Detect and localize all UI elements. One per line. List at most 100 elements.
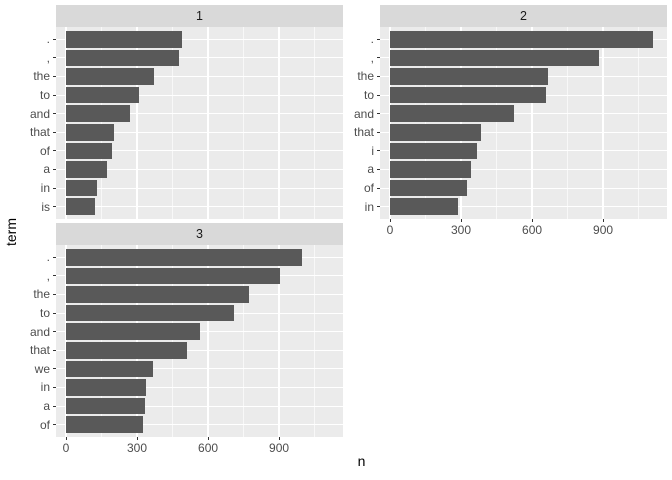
y-tick-label: is	[41, 199, 50, 214]
gridline-major-y	[56, 94, 343, 96]
y-tick-label: ,	[370, 50, 374, 65]
gridline-major-y	[56, 38, 343, 40]
y-tick-label: that	[353, 125, 374, 140]
y-tick-mark	[53, 312, 56, 314]
gridline-major-y	[56, 424, 343, 426]
gridline-major-x	[531, 27, 533, 219]
bar	[390, 124, 482, 141]
y-tick-mark	[53, 256, 56, 258]
y-tick-label-row: ,	[340, 49, 380, 68]
y-tick-label: and	[29, 106, 50, 121]
gridline-minor-x	[101, 245, 102, 437]
x-tick-label: 0	[386, 223, 394, 237]
gridline-minor-x	[425, 27, 426, 219]
x-tick-label: 900	[269, 441, 290, 455]
x-tick-mark	[460, 219, 462, 222]
y-tick-label-row: of	[340, 179, 380, 198]
y-tick-label-row: ,	[16, 267, 56, 286]
bar	[390, 179, 468, 197]
y-tick-label: a	[43, 162, 50, 177]
y-tick-label: in	[40, 380, 50, 395]
gridline-minor-x	[638, 27, 640, 219]
y-tick-label-row: we	[16, 360, 56, 379]
y-tick-mark	[377, 131, 380, 133]
y-axis-labels: ., the to and that of a in is	[16, 27, 56, 219]
x-tick-mark	[136, 437, 138, 440]
gridline-major-y	[380, 187, 667, 189]
y-tick-label-row: in	[340, 197, 380, 216]
bar	[390, 49, 599, 67]
y-tick-mark	[53, 331, 56, 333]
y-tick-mark	[377, 38, 380, 40]
bar	[390, 142, 477, 160]
y-tick-mark	[377, 187, 380, 189]
bar	[66, 416, 143, 433]
facet-strip: 2	[380, 5, 667, 27]
bar	[390, 198, 458, 215]
y-tick-label: of	[39, 143, 50, 158]
y-tick-label-row: is	[16, 197, 56, 216]
y-tick-mark	[53, 349, 56, 351]
gridline-major-x	[389, 27, 391, 219]
y-tick-mark	[53, 38, 56, 40]
x-axis: 0 300 600 900	[380, 219, 667, 239]
gridline-major-x	[460, 27, 462, 219]
y-tick-mark	[377, 57, 380, 59]
facet-strip-label: 3	[196, 227, 203, 241]
y-tick-label: to	[39, 88, 50, 103]
gridline-major-y	[56, 113, 343, 115]
facet-1: 1 ., the to and that of a in is	[16, 5, 343, 219]
y-tick-label: a	[43, 399, 50, 414]
y-tick-mark	[377, 75, 380, 77]
x-tick-mark	[65, 437, 67, 440]
y-tick-label-row: ,	[16, 49, 56, 68]
gridline-minor-x	[243, 245, 245, 437]
y-tick-label-row: in	[16, 378, 56, 397]
gridline-major-x	[278, 245, 280, 437]
bar	[66, 124, 115, 141]
bar	[66, 86, 140, 104]
y-tick-label-row: of	[16, 142, 56, 161]
facet-2: 2 ., the to and that i a of in 0 300 600 900	[340, 5, 667, 239]
y-tick-mark	[53, 424, 56, 426]
x-tick-mark	[207, 437, 209, 440]
bar	[66, 342, 187, 359]
x-axis-title: n	[357, 453, 366, 469]
y-tick-mark	[377, 168, 380, 170]
gridline-major-x	[207, 27, 209, 219]
x-axis: 0 300 600 900	[56, 437, 343, 457]
y-tick-label: and	[353, 106, 374, 121]
bar	[66, 105, 131, 122]
bar	[390, 161, 472, 178]
y-tick-label-row: to	[16, 86, 56, 105]
y-tick-label-row: that	[340, 123, 380, 142]
y-axis-labels: ., the to and that we in a of	[16, 245, 56, 437]
y-tick-label: in	[40, 181, 50, 196]
y-tick-label-row: the	[16, 67, 56, 86]
y-tick-label: .	[46, 32, 50, 47]
y-tick-mark	[53, 131, 56, 133]
y-tick-mark	[53, 206, 56, 208]
gridline-minor-x	[243, 27, 245, 219]
facet-strip: 1	[56, 5, 343, 27]
bar	[66, 68, 155, 85]
y-tick-mark	[377, 150, 380, 152]
gridline-major-y	[56, 187, 343, 189]
gridline-major-y	[56, 150, 343, 152]
y-tick-mark	[377, 113, 380, 115]
y-tick-mark	[53, 168, 56, 170]
y-tick-label: to	[39, 306, 50, 321]
bar	[66, 360, 153, 378]
y-tick-label-row: the	[16, 285, 56, 304]
gridline-minor-x	[314, 245, 316, 437]
y-tick-label-row: of	[16, 415, 56, 434]
y-tick-label: i	[371, 143, 374, 158]
plot-panel	[56, 245, 343, 437]
x-tick-label: 600	[522, 223, 543, 237]
bar	[390, 105, 515, 122]
y-tick-label-row: that	[16, 123, 56, 142]
bar	[66, 379, 147, 396]
facet-body: ., the to and that i a of in	[340, 27, 667, 219]
y-tick-label: of	[39, 417, 50, 432]
plot-panel	[56, 27, 343, 219]
